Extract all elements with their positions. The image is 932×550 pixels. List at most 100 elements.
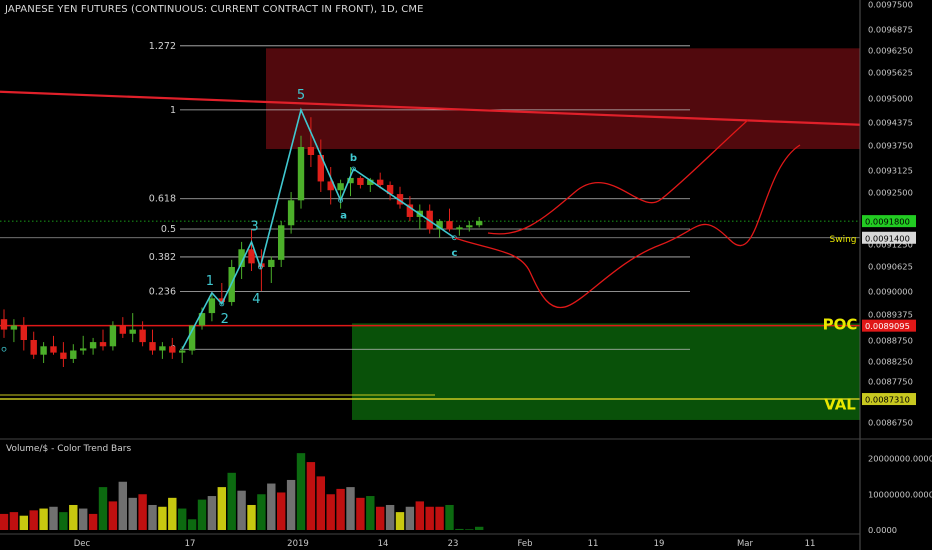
volume-bar bbox=[356, 497, 365, 530]
volume-bar bbox=[118, 481, 127, 530]
candle bbox=[337, 179, 344, 209]
volume-bar bbox=[475, 526, 484, 530]
y-tick-label: 0.0090000 bbox=[868, 287, 913, 297]
wave-point bbox=[1, 346, 7, 352]
y-tick-label: 0.0096250 bbox=[868, 46, 913, 56]
candle-body bbox=[159, 346, 166, 351]
x-tick-label: Dec bbox=[74, 539, 91, 549]
volume-bar bbox=[336, 488, 345, 530]
candle bbox=[476, 216, 483, 228]
volume-bar bbox=[178, 508, 187, 530]
volume-bar bbox=[346, 487, 355, 530]
val-label: VAL bbox=[824, 396, 856, 414]
x-tick-label: 19 bbox=[654, 539, 665, 549]
candle bbox=[119, 317, 126, 338]
candle bbox=[268, 256, 275, 283]
x-tick-label: 2019 bbox=[287, 539, 309, 549]
volume-bar bbox=[227, 472, 236, 530]
x-tick-label: 11 bbox=[588, 539, 599, 549]
resistance-trendline bbox=[0, 90, 861, 126]
wave-point bbox=[452, 235, 457, 241]
candle bbox=[357, 176, 364, 189]
price-label-current-text: 0.0091800 bbox=[865, 217, 910, 227]
candle bbox=[159, 342, 166, 359]
candle bbox=[287, 192, 295, 234]
candle bbox=[307, 117, 315, 167]
candle-body bbox=[337, 183, 344, 191]
wave-point bbox=[258, 264, 263, 270]
forecast-path-upper bbox=[487, 119, 749, 235]
candle bbox=[70, 344, 77, 363]
value-zone bbox=[352, 323, 860, 420]
candle bbox=[278, 221, 285, 267]
x-tick-label: Feb bbox=[517, 539, 532, 549]
volume-bar bbox=[79, 508, 88, 530]
candle bbox=[208, 294, 216, 322]
volume-bar bbox=[98, 487, 108, 530]
price-label-val bbox=[862, 393, 916, 406]
candle-body bbox=[367, 179, 374, 185]
poc-label: POC bbox=[823, 316, 858, 334]
y-tick-label: 0.0094375 bbox=[868, 118, 913, 128]
volume-bar bbox=[88, 513, 98, 530]
candle-body bbox=[99, 342, 107, 347]
candle-body bbox=[0, 319, 8, 330]
wave-point bbox=[338, 197, 344, 203]
volume-tick-label: 0.0000 bbox=[868, 525, 897, 535]
y-tick-label: 0.0087750 bbox=[868, 377, 913, 387]
volume-bar bbox=[415, 501, 424, 530]
volume-bar bbox=[267, 483, 276, 530]
y-tick-label: 0.0086750 bbox=[868, 418, 913, 428]
candle bbox=[99, 329, 107, 351]
volume-bar bbox=[395, 512, 405, 530]
volume-bar bbox=[168, 497, 177, 530]
price-axis-bg bbox=[860, 0, 932, 550]
candle bbox=[327, 167, 334, 205]
candle-body bbox=[20, 325, 27, 340]
candle-body bbox=[268, 259, 275, 267]
volume-bar bbox=[217, 487, 226, 530]
x-tick-label: 14 bbox=[378, 539, 389, 549]
fib-label-0-618: 0.618 bbox=[149, 194, 176, 205]
volume-bar bbox=[445, 504, 454, 530]
forecast-path-lower bbox=[454, 144, 801, 309]
candle bbox=[377, 172, 384, 189]
volume-bar bbox=[316, 476, 325, 530]
candle-body bbox=[476, 221, 483, 226]
fib-label-1: 1 bbox=[170, 105, 176, 116]
volume-bar bbox=[405, 506, 415, 530]
volume-bar bbox=[465, 529, 474, 530]
candle bbox=[149, 329, 156, 355]
volume-bar bbox=[148, 504, 157, 530]
candle-body bbox=[386, 184, 394, 195]
y-tick-label: 0.0089375 bbox=[868, 310, 913, 320]
volume-bar bbox=[158, 506, 167, 530]
candle bbox=[406, 196, 414, 222]
candle bbox=[50, 335, 57, 355]
volume-tick-label: 20000000.0000 bbox=[868, 454, 932, 464]
wave-path bbox=[181, 107, 455, 350]
volume-bar bbox=[197, 499, 207, 530]
candle-body bbox=[149, 342, 156, 351]
candle bbox=[169, 337, 176, 359]
candle bbox=[139, 321, 146, 347]
candle bbox=[0, 309, 8, 338]
candle bbox=[30, 331, 37, 359]
candle-body bbox=[436, 221, 443, 230]
candle-body bbox=[50, 346, 57, 353]
candle bbox=[238, 241, 245, 279]
candle-body bbox=[109, 325, 117, 347]
candle bbox=[466, 221, 473, 232]
fib-label-0-382: 0.382 bbox=[149, 252, 176, 263]
wave-label-1: 1 bbox=[206, 274, 214, 289]
volume-bar bbox=[138, 494, 147, 530]
price-label-val-text: 0.0087310 bbox=[865, 395, 910, 405]
volume-bar bbox=[128, 497, 137, 530]
candle-body bbox=[89, 342, 97, 349]
volume-bar bbox=[19, 515, 28, 530]
wave-label-a: a bbox=[340, 211, 347, 222]
volume-bar bbox=[207, 496, 217, 530]
volume-bar bbox=[376, 506, 385, 530]
y-tick-label: 0.0095625 bbox=[868, 68, 913, 78]
